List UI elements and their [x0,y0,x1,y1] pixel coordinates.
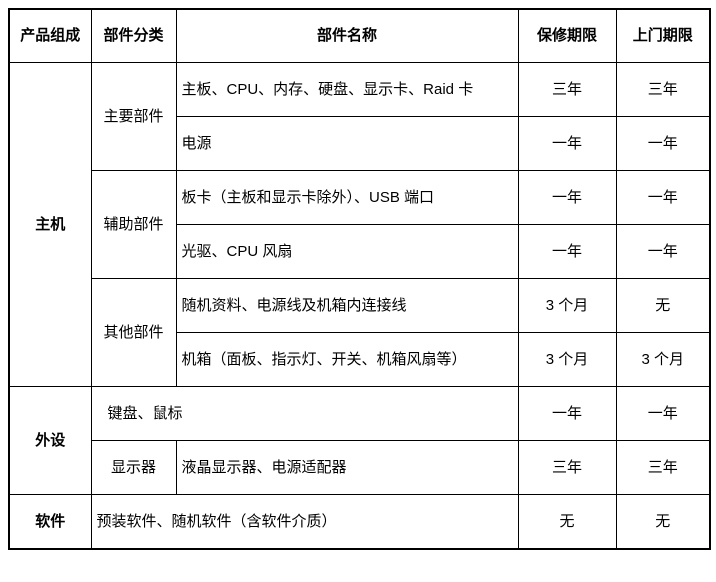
warranty-cell: 一年 [517,170,617,225]
part-name-cell: 预装软件、随机软件（含软件介质） [90,494,519,550]
onsite-cell: 一年 [615,386,711,441]
part-name-cell: 液晶显示器、电源适配器 [175,440,519,495]
warranty-table: 产品组成 部件分类 部件名称 保修期限 上门期限 主机 主要部件 主板、CPU、… [8,8,711,550]
header-part-category: 部件分类 [90,8,177,63]
table-row: 电源 一年 一年 [9,116,711,171]
part-name-cell: 机箱（面板、指示灯、开关、机箱风扇等） [175,332,519,387]
category-cell-monitor: 显示器 [90,440,177,495]
group-cell-host: 主机 [8,62,92,387]
table-row: 光驱、CPU 风扇 一年 一年 [9,224,711,279]
group-cell-peripheral: 外设 [8,386,92,495]
table-row: 软件 预装软件、随机软件（含软件介质） 无 无 [8,494,711,550]
onsite-cell: 一年 [615,224,711,279]
category-cell-aux-parts: 辅助部件 [90,170,177,279]
header-part-name: 部件名称 [175,8,519,63]
warranty-cell: 一年 [517,224,617,279]
header-row: 产品组成 部件分类 部件名称 保修期限 上门期限 [8,8,711,63]
part-name-cell: 随机资料、电源线及机箱内连接线 [175,278,519,333]
warranty-cell: 三年 [517,440,617,495]
part-name-cell: 键盘、鼠标 [90,386,519,441]
part-name-cell: 主板、CPU、内存、硬盘、显示卡、Raid 卡 [175,62,519,117]
warranty-cell: 一年 [517,116,617,171]
onsite-cell: 3 个月 [615,332,711,387]
onsite-cell: 三年 [615,440,711,495]
onsite-cell: 无 [615,278,711,333]
category-cell-main-parts: 主要部件 [90,62,177,171]
header-product-composition: 产品组成 [8,8,92,63]
warranty-cell: 一年 [517,386,617,441]
category-cell-other-parts: 其他部件 [90,278,177,387]
part-name-cell: 电源 [175,116,519,171]
table-row: 主机 主要部件 主板、CPU、内存、硬盘、显示卡、Raid 卡 三年 三年 [8,62,711,387]
onsite-cell: 无 [615,494,711,550]
onsite-cell: 一年 [615,170,711,225]
warranty-cell: 3 个月 [517,278,617,333]
table-row: 其他部件 随机资料、电源线及机箱内连接线 3 个月 无 [9,278,711,387]
part-name-cell: 板卡（主板和显示卡除外）、USB 端口 [175,170,519,225]
group-cell-software: 软件 [8,494,92,550]
table-row: 机箱（面板、指示灯、开关、机箱风扇等） 3 个月 3 个月 [9,332,711,387]
onsite-cell: 一年 [615,116,711,171]
part-name-cell: 光驱、CPU 风扇 [175,224,519,279]
table-row: 外设 键盘、鼠标 一年 一年 [8,386,711,495]
warranty-cell: 3 个月 [517,332,617,387]
header-onsite-period: 上门期限 [615,8,711,63]
table-row: 显示器 液晶显示器、电源适配器 三年 三年 [9,440,711,495]
warranty-cell: 无 [517,494,617,550]
warranty-cell: 三年 [517,62,617,117]
table-row: 辅助部件 板卡（主板和显示卡除外）、USB 端口 一年 一年 [9,170,711,279]
header-warranty-period: 保修期限 [517,8,617,63]
onsite-cell: 三年 [615,62,711,117]
